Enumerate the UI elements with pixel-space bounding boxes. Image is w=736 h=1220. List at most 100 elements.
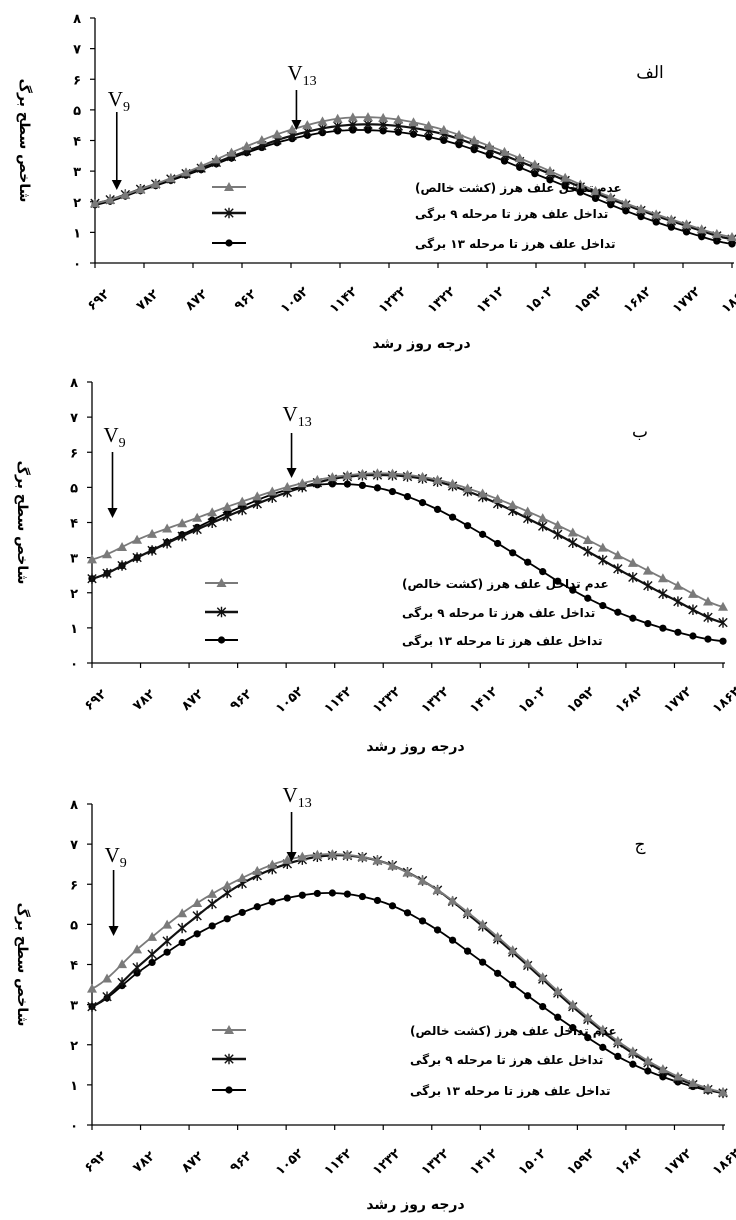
- marker-triangle: [666, 214, 677, 224]
- marker-circle: [569, 586, 577, 594]
- marker-triangle: [267, 859, 278, 869]
- marker-star: [192, 524, 202, 535]
- y-tick-label: ۱: [73, 226, 81, 241]
- marker-circle: [238, 908, 246, 917]
- marker-triangle: [605, 192, 616, 202]
- legend-label: تداخل علف هرز تا مرحله ۹ برگی: [410, 1053, 603, 1067]
- legend-item: تداخل علف هرز تا مرحله ۹ برگی: [212, 207, 608, 221]
- legend-item: تداخل علف هرز تا مرحله ۹ برگی: [205, 606, 595, 620]
- marker-circle: [463, 522, 472, 530]
- marker-star: [613, 563, 623, 575]
- stage-arrow-v13: V13: [283, 783, 312, 862]
- marker-triangle: [507, 945, 518, 955]
- marker-triangle: [582, 534, 593, 544]
- y-axis-title: شاخص سطح برگ: [14, 903, 31, 1027]
- marker-triangle: [672, 580, 683, 590]
- x-tick-label: ۶۹۲: [82, 1149, 110, 1176]
- marker-triangle: [132, 534, 143, 544]
- marker-circle: [682, 228, 691, 236]
- marker-triangle: [342, 849, 353, 859]
- marker-triangle: [582, 1012, 593, 1022]
- marker-triangle: [102, 973, 113, 983]
- panel-label: الف: [636, 63, 664, 82]
- stage-label-sub: 13: [298, 415, 312, 430]
- marker-star: [583, 546, 593, 557]
- y-tick-label: ۰: [70, 657, 78, 672]
- marker-triangle: [417, 875, 428, 885]
- legend: عدم تداخل علف هرز (کشت خالص) تداخل علف هر…: [212, 1024, 617, 1098]
- marker-triangle: [529, 159, 540, 169]
- marker-circle: [524, 558, 532, 566]
- marker-circle: [561, 182, 569, 190]
- stage-label-main: V: [283, 402, 298, 426]
- stage-label: V9: [105, 843, 127, 871]
- series-star: [90, 119, 736, 245]
- marker-star: [237, 504, 247, 516]
- marker-circle: [373, 896, 382, 905]
- marker-triangle: [537, 513, 548, 523]
- marker-star: [222, 511, 232, 522]
- marker-triangle: [252, 865, 263, 875]
- marker-triangle: [642, 1055, 653, 1065]
- marker-star: [673, 596, 683, 607]
- marker-star: [177, 922, 187, 934]
- marker-circle: [719, 637, 727, 645]
- stage-label: V13: [283, 402, 312, 430]
- x-tick-label: ۱۷۷۲: [661, 684, 695, 716]
- marker-circle: [622, 207, 630, 215]
- legend-item: عدم تداخل علف هرز (کشت خالص): [205, 577, 609, 592]
- marker-triangle: [522, 506, 533, 516]
- marker-triangle: [702, 596, 713, 606]
- marker-triangle: [477, 919, 488, 929]
- x-tick-label: ۱۳۲۲: [419, 1146, 453, 1178]
- marker-triangle: [252, 491, 263, 501]
- marker-triangle: [393, 114, 404, 124]
- marker-circle: [448, 936, 457, 944]
- marker-triangle: [302, 120, 313, 130]
- x-axis-title: درجه روز رشد: [366, 739, 464, 755]
- x-tick-label: ۱۶۸۲: [613, 1146, 647, 1178]
- marker-circle: [599, 1043, 607, 1051]
- marker-circle: [208, 922, 216, 930]
- x-tick-label: ۱۶۸۲: [613, 684, 647, 716]
- marker-triangle: [462, 483, 473, 493]
- y-axis-title: شاخص سطح برگ: [16, 79, 33, 203]
- marker-circle: [455, 141, 463, 149]
- y-axis-title: شاخص سطح برگ: [14, 461, 31, 585]
- marker-triangle: [545, 166, 555, 176]
- marker-triangle: [627, 557, 638, 567]
- marker-triangle: [514, 153, 525, 163]
- marker-triangle: [177, 908, 188, 918]
- x-tick-label: ۶۹۲: [82, 687, 110, 714]
- marker-circle: [539, 1003, 547, 1011]
- marker-circle: [494, 969, 502, 977]
- marker-circle: [394, 128, 402, 136]
- marker-triangle: [672, 1071, 683, 1081]
- y-tick-label: ۴: [70, 959, 78, 974]
- arrow-head: [108, 926, 119, 936]
- legend-label: عدم تداخل علف هرز (کشت خالص): [402, 577, 609, 592]
- marker-star: [117, 560, 127, 571]
- marker-star: [568, 537, 578, 548]
- series-line: [91, 853, 724, 1093]
- marker-triangle: [165, 173, 176, 183]
- x-tick-label: ۱۷۷۲: [661, 1146, 695, 1178]
- marker-triangle: [432, 474, 443, 484]
- marker-triangle: [642, 565, 653, 575]
- marker-triangle: [117, 959, 128, 969]
- arrow-head: [291, 120, 302, 130]
- stage-label-sub: 9: [120, 856, 127, 871]
- marker-star: [224, 1053, 234, 1065]
- marker-triangle: [105, 194, 116, 204]
- marker-circle: [637, 212, 645, 221]
- marker-circle: [388, 487, 397, 496]
- marker-triangle: [357, 468, 368, 478]
- x-tick-label: ۱۵۹۲: [564, 684, 598, 716]
- marker-circle: [584, 594, 592, 602]
- marker-triangle: [312, 474, 323, 484]
- marker-triangle: [620, 198, 631, 208]
- stage-label-main: V: [287, 61, 302, 85]
- panel-label: ج: [635, 835, 646, 855]
- marker-triangle: [718, 601, 728, 611]
- marker-circle: [569, 1024, 577, 1032]
